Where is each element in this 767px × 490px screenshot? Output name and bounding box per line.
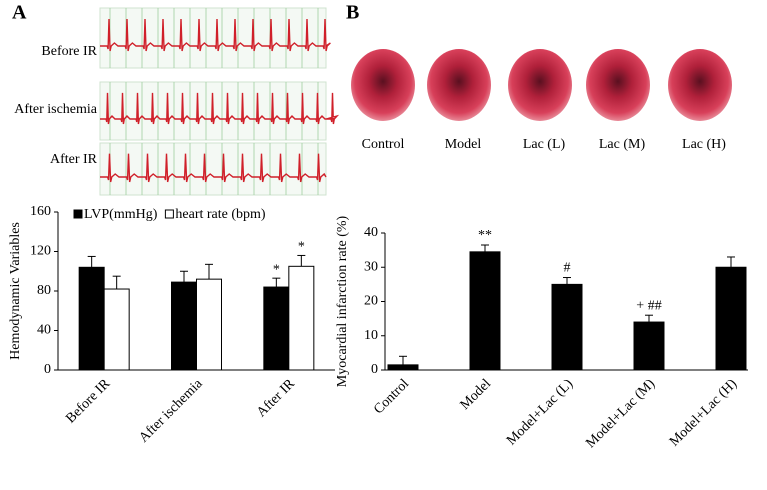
ecg-label: After IR <box>50 152 98 167</box>
ecg-label: Before IR <box>41 44 97 59</box>
y-tick-label: 120 <box>30 244 51 259</box>
y-tick-label: 40 <box>364 225 378 240</box>
y-tick-label: 10 <box>364 328 378 343</box>
annotation: * <box>273 262 280 277</box>
bar <box>263 286 290 371</box>
ecg-trace <box>100 18 331 52</box>
x-tick-label: Model+Lac (M) <box>583 376 658 451</box>
heart-label: Lac (M) <box>599 137 646 152</box>
bar <box>387 364 419 371</box>
y-tick-label: 80 <box>37 283 51 298</box>
bar <box>78 266 105 371</box>
bar <box>469 251 501 371</box>
y-tick-label: 0 <box>371 362 378 377</box>
y-tick-label: 20 <box>364 294 378 309</box>
legend-label: LVP(mmHg) <box>84 207 158 222</box>
x-tick-label: Before IR <box>63 376 113 426</box>
x-tick-label: Model+Lac (H) <box>667 376 740 449</box>
y-tick-label: 40 <box>37 323 51 338</box>
heart-slice <box>427 49 491 121</box>
bar <box>551 283 583 371</box>
heart-label: Control <box>362 137 405 152</box>
heart-label: Lac (L) <box>523 137 566 152</box>
legend-swatch <box>73 209 83 219</box>
bar <box>171 281 197 371</box>
bar <box>196 278 222 371</box>
y-tick-label: 0 <box>44 362 51 377</box>
legend-label: heart rate (bpm) <box>175 207 266 222</box>
ecg-trace <box>100 92 340 125</box>
x-tick-label: Control <box>371 376 412 417</box>
annotation: # <box>564 261 571 276</box>
heart-label: Model <box>445 137 482 152</box>
bar <box>633 321 665 371</box>
heart-slice <box>668 49 732 121</box>
y-tick-label: 160 <box>30 204 51 219</box>
heart-label: Lac (H) <box>682 137 726 152</box>
heart-slice <box>351 49 415 121</box>
legend-swatch <box>164 209 174 219</box>
ecg-frame <box>99 142 327 196</box>
y-axis-label: Hemodynamic Variables <box>8 222 23 360</box>
x-tick-label: Model <box>458 376 495 413</box>
panel-label: A <box>12 2 27 24</box>
ecg-traces <box>99 7 340 196</box>
annotation: + ## <box>636 298 661 313</box>
y-axis-label: Myocardial infarction rate (%) <box>335 215 350 387</box>
bar <box>103 288 130 371</box>
x-tick-label: After ischemia <box>136 376 206 446</box>
x-tick-label: Model+Lac (L) <box>504 376 576 448</box>
y-tick-label: 30 <box>364 259 378 274</box>
x-tick-label: After IR <box>254 376 298 420</box>
heart-slice <box>508 49 572 121</box>
heart-images <box>351 49 732 121</box>
panel-label: B <box>346 2 359 24</box>
ecg-trace <box>100 153 327 183</box>
annotation: * <box>298 240 305 255</box>
ecg-frame <box>99 7 327 69</box>
bar <box>288 265 315 371</box>
ecg-label: After ischemia <box>14 102 98 117</box>
heart-slice <box>586 49 650 121</box>
bar <box>715 266 747 371</box>
annotation: ** <box>478 228 492 243</box>
